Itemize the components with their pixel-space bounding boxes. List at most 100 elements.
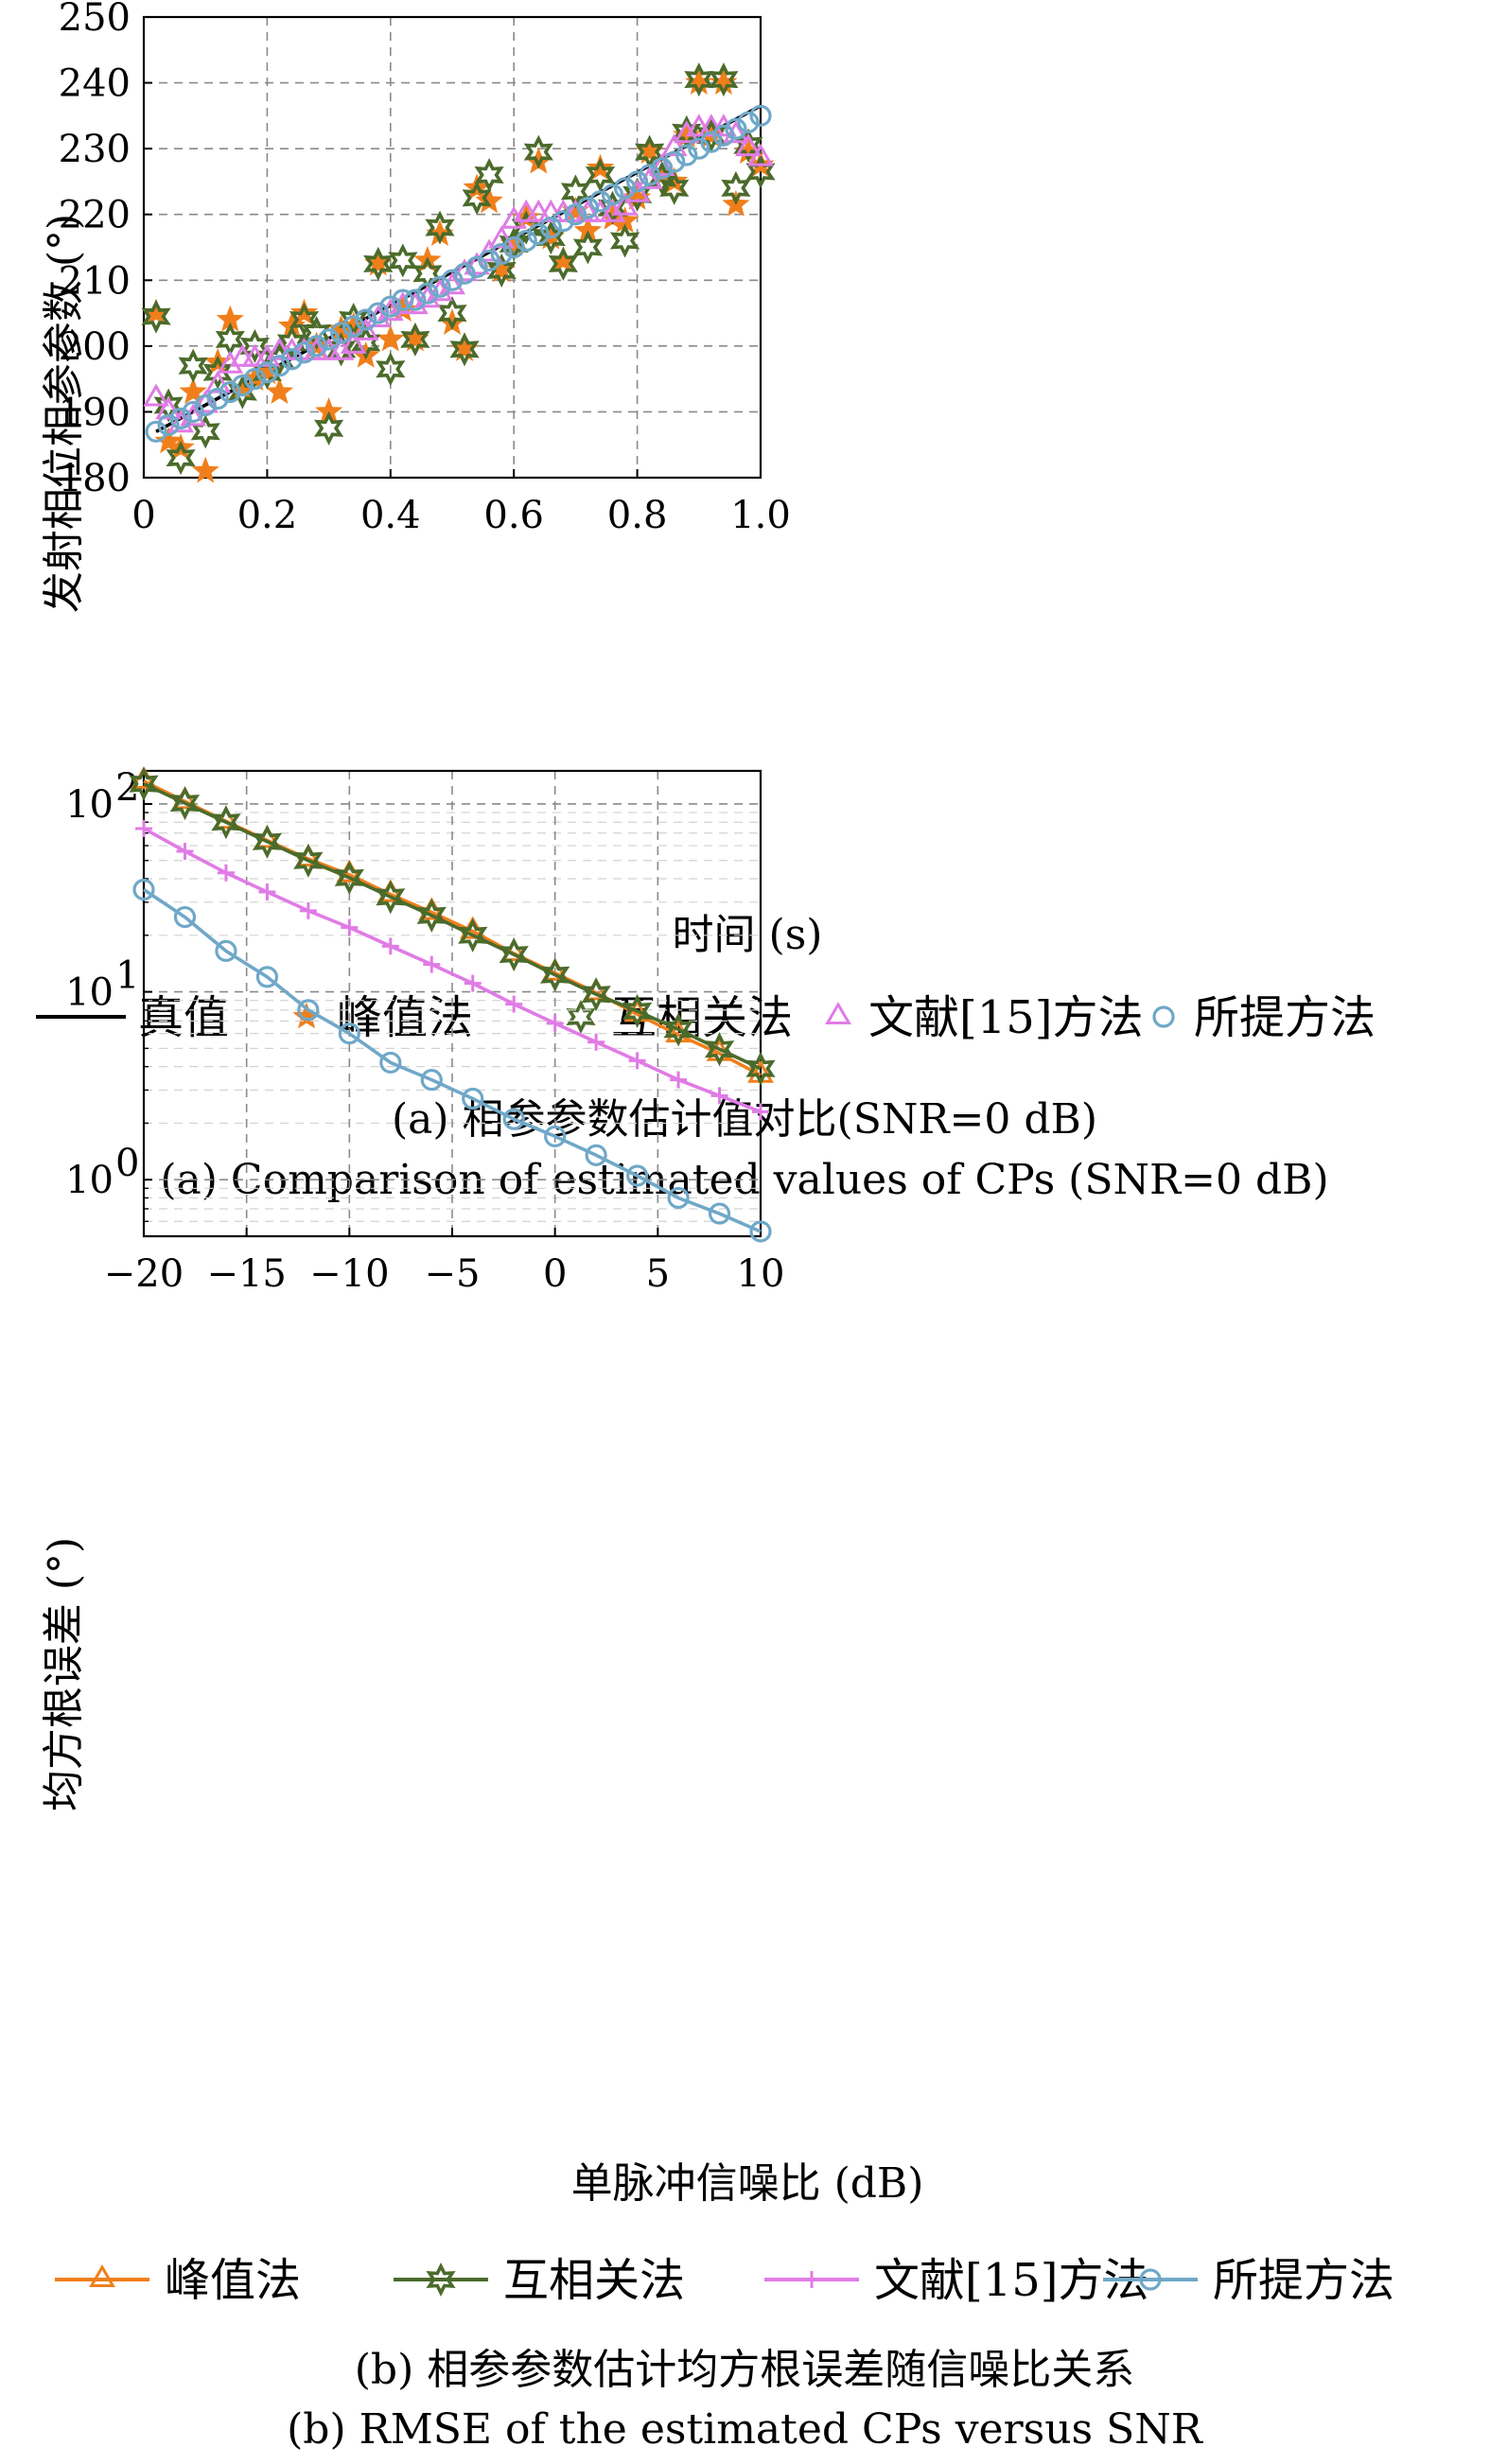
x-tick-label: 10 [737, 1252, 785, 1296]
data-point [474, 157, 504, 193]
data-point [416, 282, 439, 305]
data-point [486, 253, 517, 288]
data-point [502, 1108, 525, 1130]
data-point [704, 1032, 735, 1067]
data-point [303, 337, 330, 360]
data-point [276, 325, 307, 360]
data-point [255, 361, 278, 384]
data-point [670, 1071, 688, 1089]
data-point [330, 322, 353, 344]
data-point [523, 134, 553, 169]
data-point [145, 420, 167, 443]
data-point [155, 396, 182, 420]
y-tick-label: 10 [65, 971, 114, 1015]
legend-label: 互相关法 [503, 2254, 685, 2307]
chart-b-caption-cn: (b) 相参参数估计均方根误差随信噪比关系 [355, 2346, 1134, 2394]
data-point [423, 955, 441, 973]
data-point [574, 199, 602, 222]
data-point [562, 199, 589, 222]
data-point [586, 153, 615, 181]
x-tick-label: 0 [131, 494, 155, 537]
data-point [710, 1087, 728, 1105]
legend-entry-4: 所提方法 [1152, 991, 1376, 1044]
data-point [377, 298, 404, 322]
chart-b-ylabel: 均方根误差 (°) [40, 1537, 88, 1811]
data-point [194, 393, 217, 417]
data-point [355, 308, 377, 331]
y-tick-label: 210 [59, 259, 131, 303]
data-point [388, 243, 418, 278]
data-point [663, 150, 686, 173]
data-point [241, 343, 269, 367]
data-point [420, 1069, 443, 1092]
data-point [167, 410, 195, 433]
data-point [129, 766, 159, 801]
legend-marker [803, 2271, 820, 2288]
y-tick-label: 240 [59, 62, 131, 106]
data-point [265, 377, 294, 405]
legend-marker [1139, 2268, 1162, 2291]
chart-a-grid [144, 17, 761, 478]
data-point [178, 348, 208, 383]
data-point [381, 937, 399, 955]
data-point [462, 1087, 484, 1110]
data-point [675, 144, 698, 166]
data-point [268, 355, 291, 377]
data-point [749, 104, 772, 127]
data-point [476, 238, 503, 262]
series-3 [143, 114, 774, 433]
data-point [392, 288, 414, 311]
data-point [537, 199, 565, 222]
legend-label: 所提方法 [1213, 2254, 1394, 2307]
data-point [673, 120, 700, 144]
data-point [169, 407, 192, 429]
data-point [252, 824, 282, 859]
data-point [505, 995, 523, 1013]
data-point [462, 181, 492, 216]
chart-a-xlabel: 时间 (s) [673, 911, 823, 959]
data-point [752, 1103, 769, 1121]
data-point [314, 411, 344, 446]
data-point [712, 124, 735, 147]
data-point [696, 118, 727, 153]
data-point [572, 230, 604, 265]
data-point [745, 1051, 776, 1086]
data-point [648, 152, 675, 176]
data-point [206, 387, 229, 411]
data-point [587, 1033, 605, 1051]
data-point [229, 343, 256, 367]
y-tick-label: 10 [65, 1159, 114, 1202]
legend-marker [1152, 1005, 1175, 1028]
legend-marker [825, 1002, 851, 1024]
data-point [143, 383, 169, 407]
data-point [458, 917, 488, 952]
data-point [290, 337, 318, 360]
data-point [527, 222, 550, 246]
data-point [625, 1164, 649, 1187]
chart-a-frame [142, 15, 763, 480]
y-tick-label: 180 [59, 457, 131, 500]
data-point [318, 328, 341, 351]
data-point [576, 197, 600, 219]
data-point [698, 114, 725, 137]
legend-entry-0: 峰值法 [55, 2254, 301, 2307]
legend-marker [566, 999, 596, 1035]
series-line [143, 827, 762, 1114]
data-point [204, 370, 232, 393]
data-point [401, 291, 429, 315]
data-point [475, 186, 503, 214]
x-tick-label: 1.0 [730, 494, 791, 537]
data-point [502, 236, 525, 259]
data-point [364, 304, 392, 327]
data-point [725, 117, 747, 140]
data-point [490, 242, 513, 266]
data-point [449, 332, 480, 367]
data-point [315, 337, 342, 360]
data-point [659, 170, 690, 205]
data-point [334, 860, 365, 895]
data-point [660, 133, 688, 157]
data-point [390, 291, 416, 315]
data-point [525, 199, 552, 222]
data-point [588, 190, 612, 213]
